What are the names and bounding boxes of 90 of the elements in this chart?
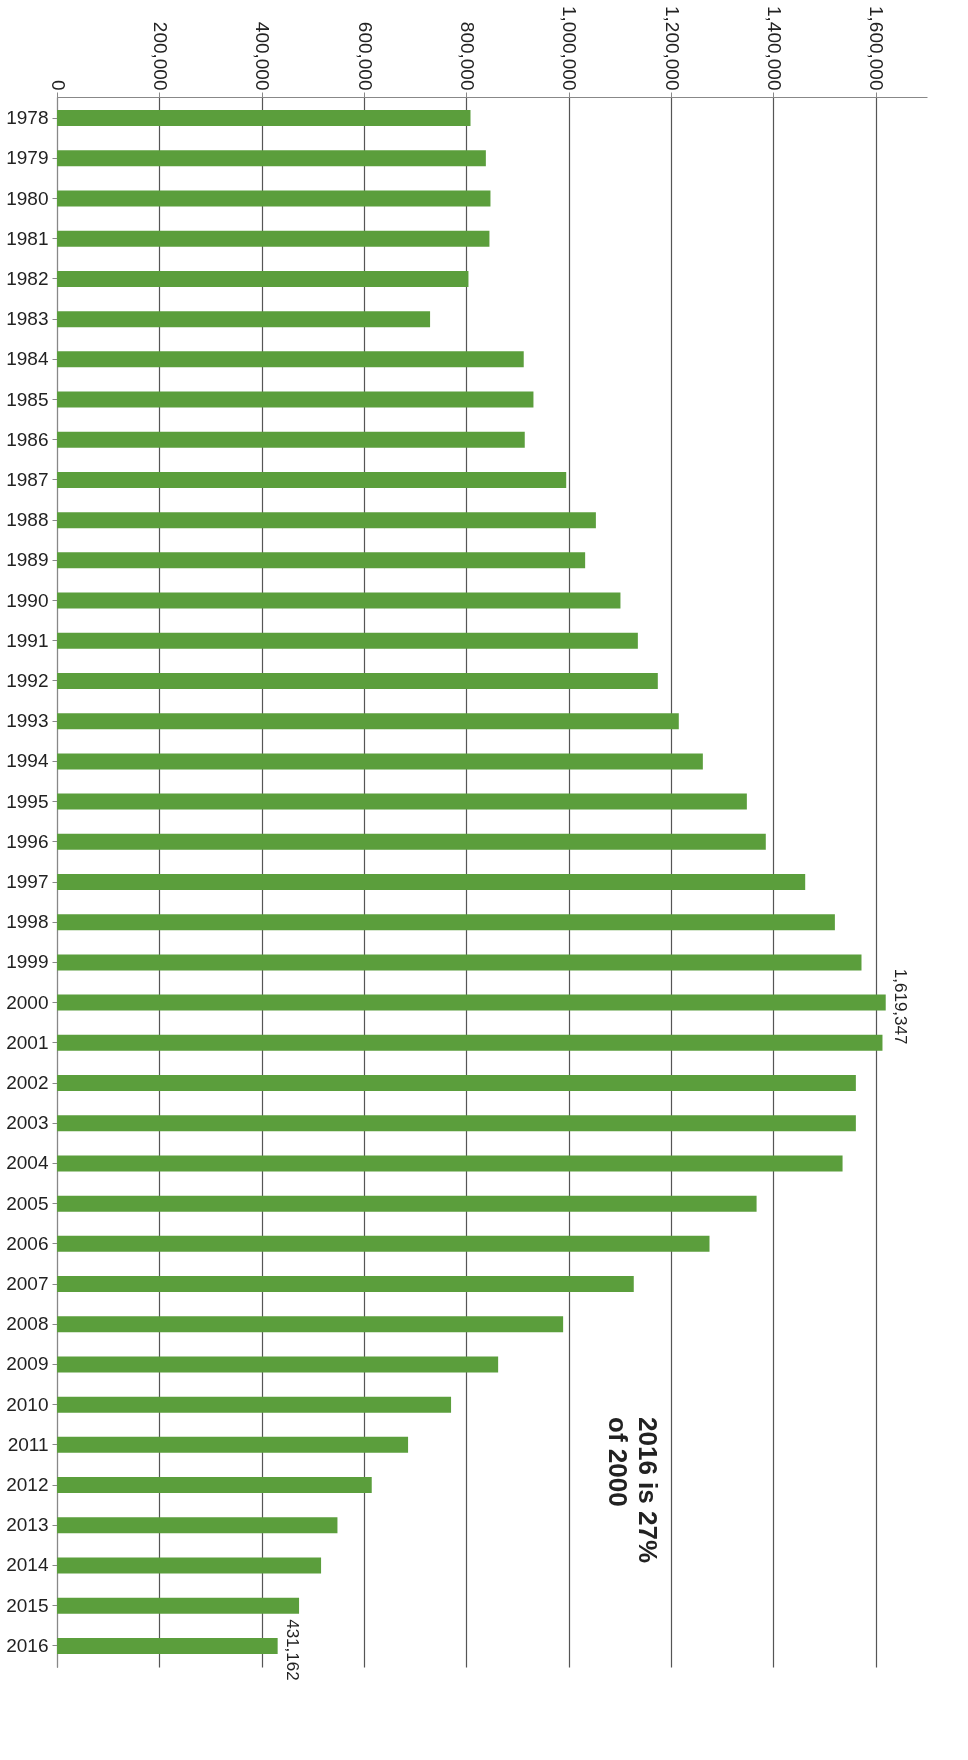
y-tick-label: 1982 bbox=[6, 267, 49, 289]
y-tick-label: 1983 bbox=[6, 308, 49, 330]
y-tick-label: 1984 bbox=[6, 348, 49, 370]
y-tick-label: 2006 bbox=[6, 1232, 49, 1254]
x-tick-label: 1,200,000 bbox=[661, 5, 683, 91]
y-tick-label: 2005 bbox=[6, 1192, 49, 1214]
bar bbox=[57, 994, 886, 1011]
bar bbox=[57, 713, 679, 730]
y-tick-label: 2015 bbox=[6, 1594, 49, 1616]
bar bbox=[57, 190, 491, 207]
bar bbox=[57, 1115, 856, 1132]
bar bbox=[57, 753, 703, 770]
x-tick-label: 800,000 bbox=[456, 21, 478, 91]
bar bbox=[57, 1637, 278, 1654]
bar bbox=[57, 1276, 634, 1293]
y-tick-label: 2004 bbox=[6, 1152, 49, 1174]
y-tick-label: 2011 bbox=[7, 1433, 49, 1455]
y-tick-label: 1980 bbox=[6, 187, 49, 209]
bar bbox=[57, 1597, 300, 1614]
x-tick-label: 400,000 bbox=[252, 21, 274, 91]
y-tick-label: 1997 bbox=[6, 871, 49, 892]
bar bbox=[57, 793, 747, 810]
bar bbox=[57, 391, 534, 408]
y-tick-label: 2002 bbox=[6, 1072, 49, 1094]
y-tick-label: 1998 bbox=[6, 911, 49, 933]
x-tick-label: 600,000 bbox=[354, 21, 376, 91]
bar bbox=[57, 431, 525, 448]
y-tick-label: 1996 bbox=[6, 830, 49, 852]
bar bbox=[57, 1436, 409, 1453]
bar bbox=[57, 632, 638, 649]
bar bbox=[57, 110, 471, 127]
y-tick-label: 1979 bbox=[6, 147, 49, 169]
y-tick-label: 2003 bbox=[6, 1112, 49, 1134]
y-tick-label: 2016 bbox=[6, 1634, 49, 1656]
x-tick-label: 200,000 bbox=[149, 21, 171, 91]
y-tick-label: 2013 bbox=[6, 1514, 49, 1536]
data-label: 1,619,347 bbox=[890, 968, 910, 1045]
bar bbox=[57, 914, 835, 931]
bar bbox=[57, 1477, 372, 1494]
x-tick-label: 1,000,000 bbox=[559, 5, 581, 91]
y-tick-label: 2008 bbox=[6, 1313, 49, 1335]
y-tick-label: 1978 bbox=[6, 107, 49, 129]
y-tick-label: 1991 bbox=[6, 629, 49, 651]
bar bbox=[57, 270, 469, 287]
bar bbox=[57, 1356, 499, 1373]
y-tick-label: 1994 bbox=[6, 750, 49, 772]
y-tick-label: 1985 bbox=[6, 388, 49, 410]
bar bbox=[57, 1316, 564, 1333]
annotation: 2016 is 27% of 2000 bbox=[603, 1417, 663, 1564]
bar bbox=[57, 230, 490, 247]
y-tick-label: 1999 bbox=[6, 951, 49, 973]
y-tick-label: 2014 bbox=[6, 1554, 49, 1576]
bar bbox=[57, 150, 486, 167]
y-tick-label: 2000 bbox=[6, 991, 49, 1013]
y-tick-label: 1986 bbox=[6, 428, 49, 450]
y-tick-label: 2009 bbox=[6, 1353, 49, 1375]
y-tick-label: 1987 bbox=[6, 468, 49, 490]
y-tick-label: 1990 bbox=[6, 589, 49, 611]
y-tick-label: 1992 bbox=[6, 669, 49, 691]
bar bbox=[57, 1235, 710, 1252]
y-tick-label: 2010 bbox=[6, 1393, 49, 1415]
y-tick-label: 1981 bbox=[6, 227, 49, 249]
bar bbox=[57, 874, 806, 890]
y-tick-label: 1988 bbox=[6, 509, 49, 531]
data-label: 431,162 bbox=[282, 1619, 302, 1681]
y-tick-label: 1989 bbox=[6, 549, 49, 571]
bar bbox=[57, 351, 524, 368]
x-tick-label: 1,400,000 bbox=[763, 5, 785, 91]
bar bbox=[57, 1517, 338, 1534]
bar bbox=[57, 1195, 757, 1212]
x-tick-label: 1,600,000 bbox=[866, 5, 888, 91]
bar bbox=[57, 1557, 322, 1574]
y-tick-label: 2012 bbox=[6, 1474, 49, 1496]
y-tick-label: 1995 bbox=[6, 790, 49, 812]
bar bbox=[57, 592, 621, 609]
y-tick-label: 1993 bbox=[6, 710, 49, 732]
y-tick-label: 2007 bbox=[6, 1273, 49, 1295]
bar bbox=[57, 471, 567, 488]
bar bbox=[57, 1155, 843, 1172]
bar bbox=[57, 833, 766, 850]
y-tick-label: 2001 bbox=[6, 1031, 49, 1053]
bar bbox=[57, 311, 431, 328]
x-tick-label: 0 bbox=[47, 79, 69, 91]
bar bbox=[57, 1396, 452, 1413]
bar bbox=[57, 1075, 856, 1092]
bar bbox=[57, 954, 862, 971]
bar bbox=[57, 1034, 883, 1051]
bar bbox=[57, 512, 596, 529]
bar bbox=[57, 672, 658, 689]
bar bbox=[57, 552, 586, 569]
